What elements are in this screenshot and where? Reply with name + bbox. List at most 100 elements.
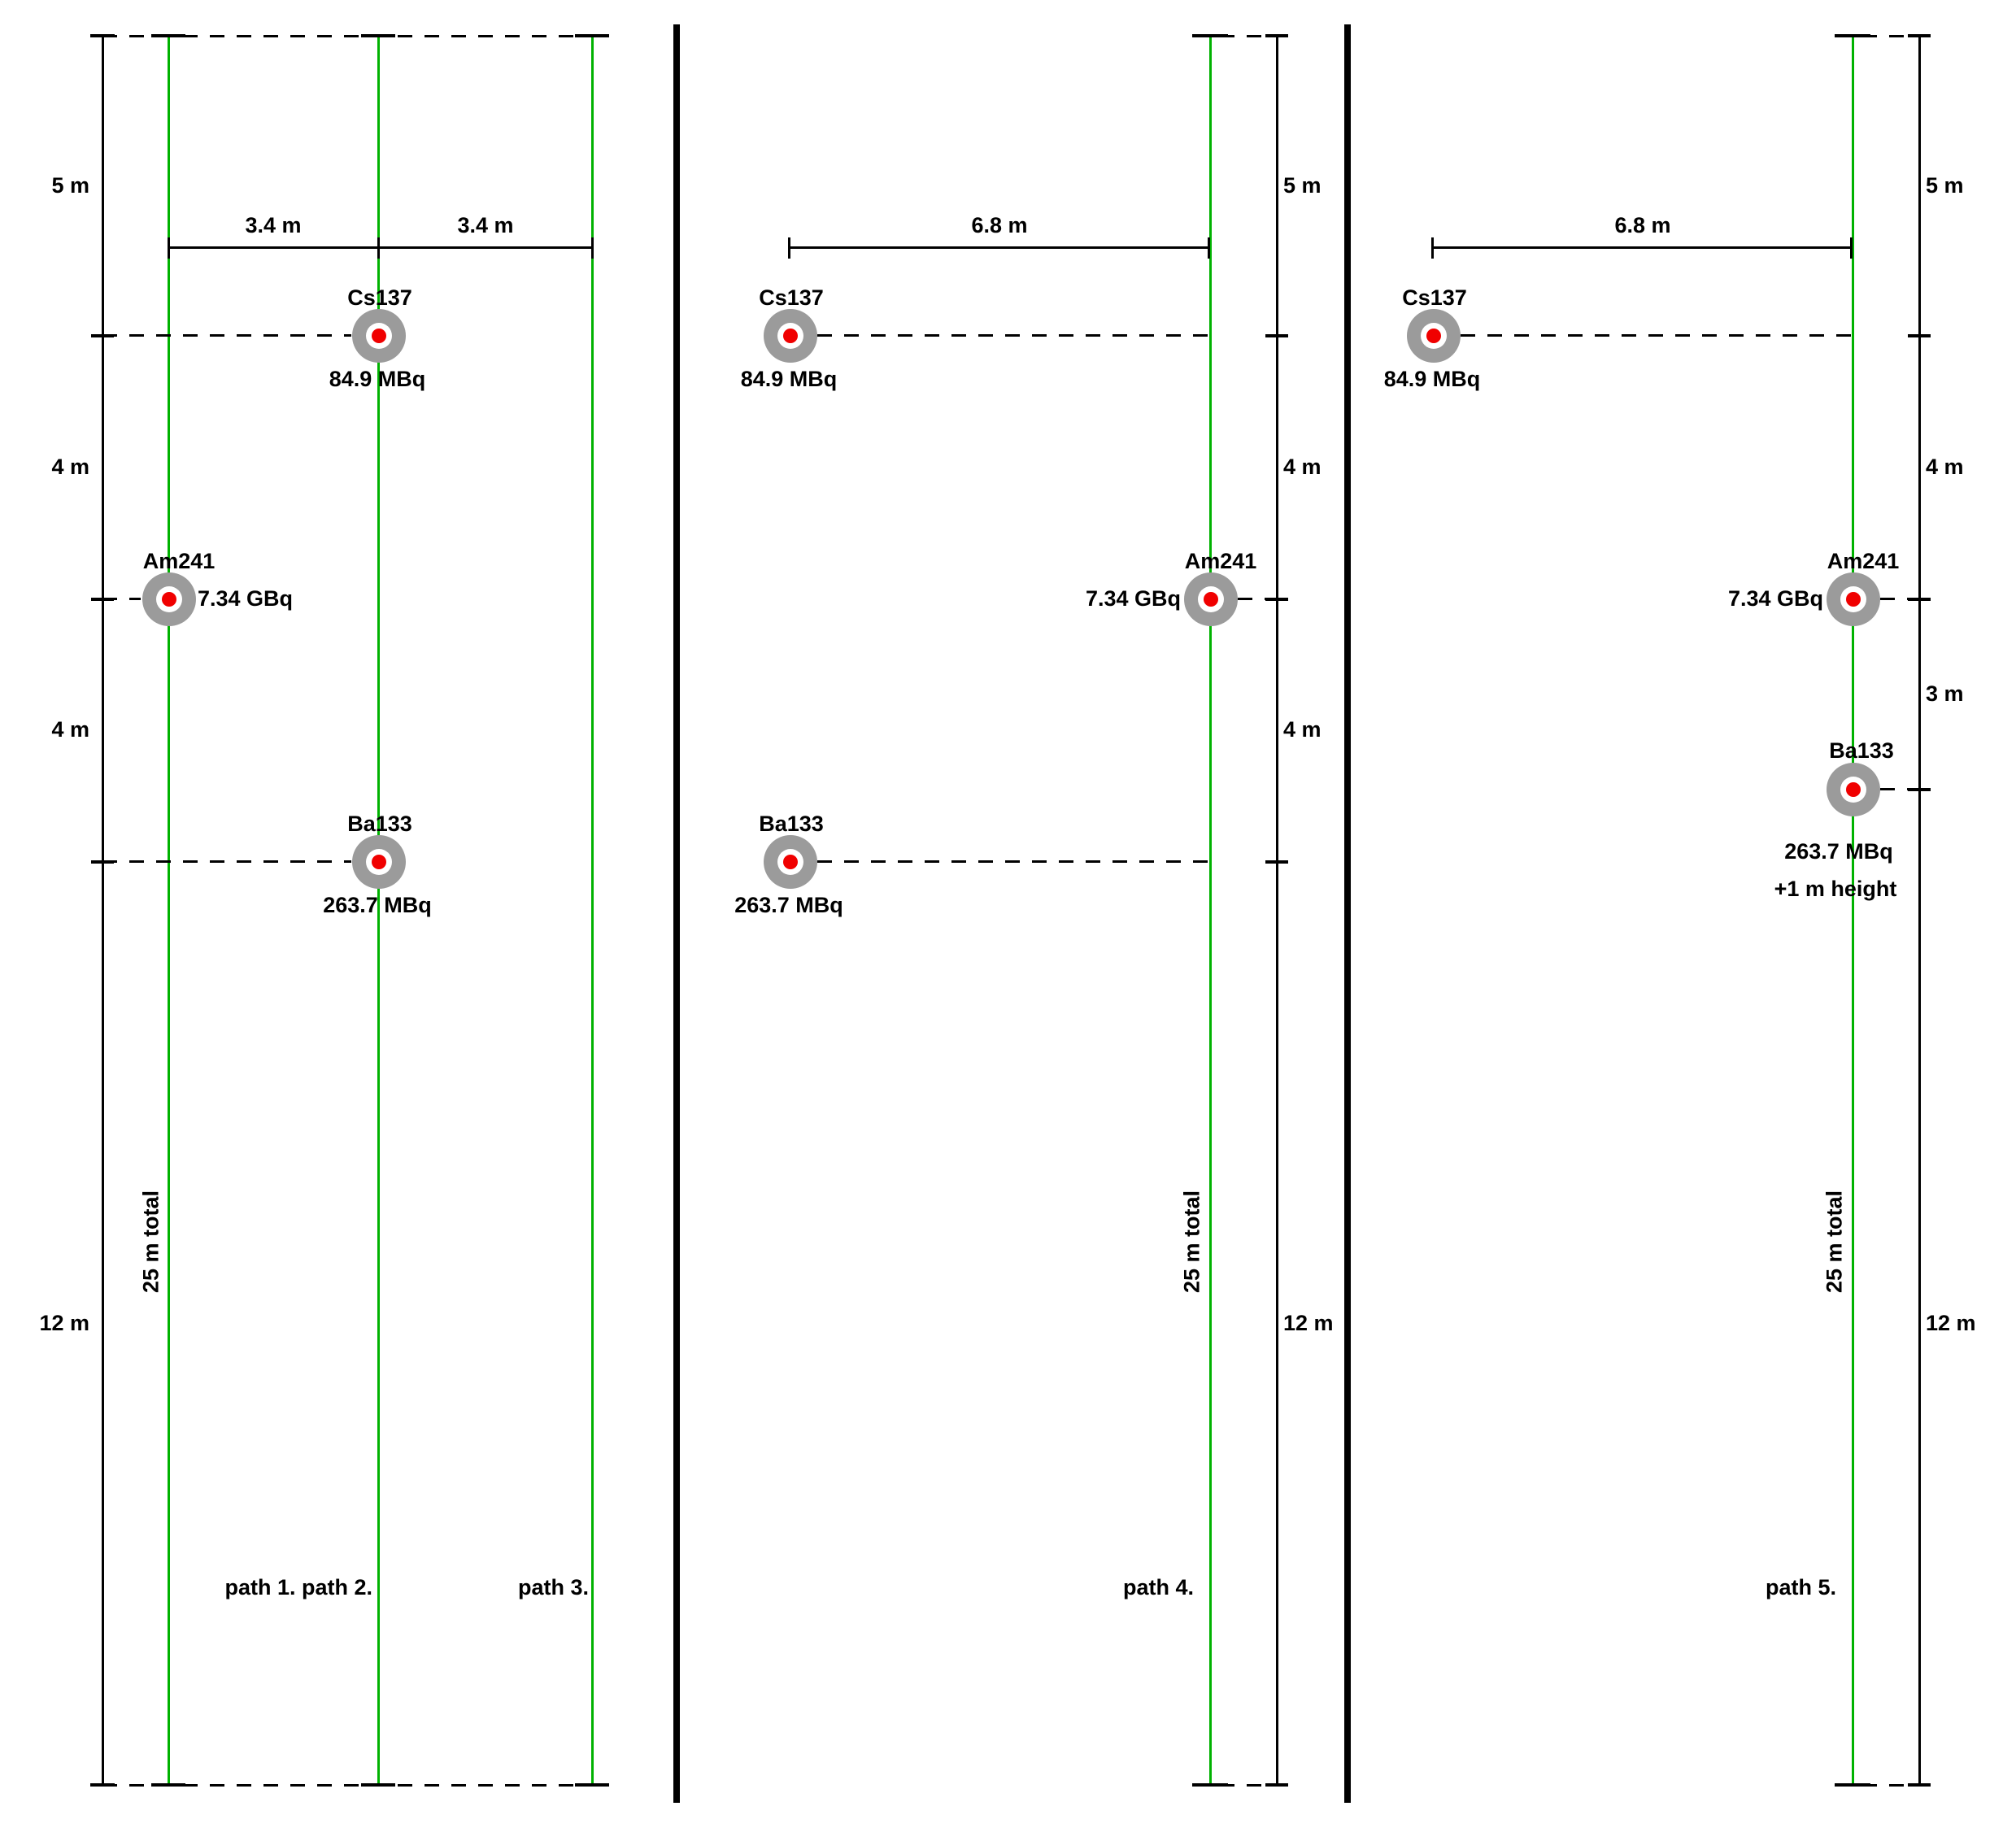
dimension-line-p2	[789, 246, 1210, 249]
source-activity-label: 7.34 GBq	[198, 586, 294, 611]
dimension-tick	[788, 237, 790, 259]
source-marker-ba133-p2	[764, 835, 817, 889]
boundary-tick	[90, 1783, 115, 1787]
dimension-line-p3	[1432, 246, 1853, 249]
ruler-tick	[1265, 334, 1288, 337]
source-nuclide-label: Am241	[1827, 549, 1900, 573]
bottom-boundary-dashed-p3	[1835, 1784, 1931, 1787]
source-dot	[372, 329, 386, 343]
source-level-dashed	[1880, 598, 1918, 600]
segment-length-label: 12 m	[1283, 1311, 1334, 1335]
source-activity-label: 263.7 MBq	[734, 893, 843, 917]
ruler-tick	[1908, 788, 1931, 791]
source-dot	[372, 855, 386, 869]
source-nuclide-label: Ba133	[759, 812, 824, 836]
span-label: 3.4 m	[457, 213, 514, 237]
dimension-tick	[1431, 237, 1434, 259]
path-line-5	[1852, 37, 1854, 1786]
source-nuclide-label: Ba133	[347, 812, 412, 836]
source-marker-cs137-p3	[1407, 309, 1461, 363]
boundary-tick	[151, 1783, 185, 1787]
dimension-tick	[377, 237, 380, 259]
source-activity-label: 84.9 MBq	[1383, 367, 1481, 391]
source-nuclide-label: Cs137	[1402, 285, 1467, 310]
path-label: path 4.	[1122, 1575, 1194, 1600]
source-marker-cs137-p1	[352, 309, 406, 363]
ruler-line-p1	[102, 37, 104, 1786]
source-dot	[162, 592, 176, 607]
source-activity-label: 7.34 GBq	[1085, 586, 1181, 611]
source-dot	[1846, 782, 1861, 797]
dimension-tick	[1850, 237, 1853, 259]
segment-length-label: 12 m	[1926, 1311, 1976, 1335]
dimension-tick	[591, 237, 594, 259]
boundary-tick	[575, 34, 609, 37]
source-marker-am241-p3	[1827, 572, 1880, 626]
source-nuclide-label: Cs137	[759, 285, 824, 310]
path-line-4	[1209, 37, 1212, 1786]
source-nuclide-label: Ba133	[1829, 738, 1894, 763]
segment-length-label: 4 m	[51, 717, 89, 742]
segment-length-label: 5 m	[1283, 173, 1322, 198]
source-marker-cs137-p2	[764, 309, 817, 363]
dimension-line-p1	[168, 246, 594, 249]
source-activity-label: 7.34 GBq	[1727, 586, 1823, 611]
separator-line	[1344, 24, 1351, 1803]
span-label: 6.8 m	[971, 213, 1028, 237]
bottom-boundary-dashed-p2	[1193, 1784, 1288, 1787]
boundary-tick	[575, 1783, 609, 1787]
source-nuclide-label: Am241	[142, 549, 216, 573]
source-height-note: +1 m height	[1774, 877, 1897, 901]
path-label: path 5.	[1765, 1575, 1836, 1600]
source-marker-ba133-p3	[1827, 763, 1880, 816]
path-line-1	[168, 37, 170, 1786]
source-nuclide-label: Am241	[1184, 549, 1257, 573]
source-dot	[783, 855, 798, 869]
boundary-tick	[90, 34, 115, 37]
path-label: path 3.	[517, 1575, 589, 1600]
ruler-tick	[1908, 598, 1931, 601]
ruler-line-p3	[1918, 37, 1921, 1786]
segment-length-label: 5 m	[1926, 173, 1964, 198]
segment-length-label: 4 m	[1283, 717, 1322, 742]
path-line-3	[591, 37, 594, 1786]
segment-length-label: 12 m	[39, 1311, 89, 1335]
source-level-dashed	[1461, 334, 1852, 337]
top-boundary-dashed-p3	[1835, 35, 1931, 37]
ruler-tick	[1265, 598, 1288, 601]
bottom-boundary-dashed-p1	[102, 1784, 593, 1787]
boundary-tick	[1908, 1783, 1931, 1787]
source-activity-label: 84.9 MBq	[329, 367, 426, 391]
top-boundary-dashed-p1	[102, 35, 593, 37]
source-level-dashed	[102, 334, 351, 337]
boundary-tick	[1265, 34, 1288, 37]
dimension-tick	[1208, 237, 1210, 259]
source-marker-ba133-p1	[352, 835, 406, 889]
total-length-label: 25 m total	[1179, 1190, 1204, 1294]
path-line-2	[377, 37, 380, 1786]
boundary-tick	[361, 1783, 395, 1787]
source-marker-am241-p2	[1184, 572, 1238, 626]
source-activity-label: 263.7 MBq	[323, 893, 432, 917]
source-level-dashed	[817, 860, 1209, 863]
source-activity-label: 84.9 MBq	[740, 367, 838, 391]
source-dot	[1846, 592, 1861, 607]
span-label: 3.4 m	[245, 213, 302, 237]
source-dot	[1204, 592, 1218, 607]
boundary-tick	[1835, 1783, 1870, 1787]
segment-length-label: 4 m	[1283, 455, 1322, 479]
boundary-tick	[1192, 34, 1228, 37]
path-label: path 1. path 2.	[224, 1575, 372, 1600]
boundary-tick	[361, 34, 395, 37]
source-level-dashed	[1880, 788, 1918, 790]
ruler-tick	[1908, 334, 1931, 337]
source-level-dashed	[102, 860, 351, 863]
total-length-label: 25 m total	[138, 1190, 163, 1294]
boundary-tick	[1908, 34, 1931, 37]
boundary-tick	[1192, 1783, 1228, 1787]
separator-line	[673, 24, 680, 1803]
source-dot	[783, 329, 798, 343]
dimension-tick	[168, 237, 170, 259]
source-level-dashed	[1238, 598, 1276, 600]
